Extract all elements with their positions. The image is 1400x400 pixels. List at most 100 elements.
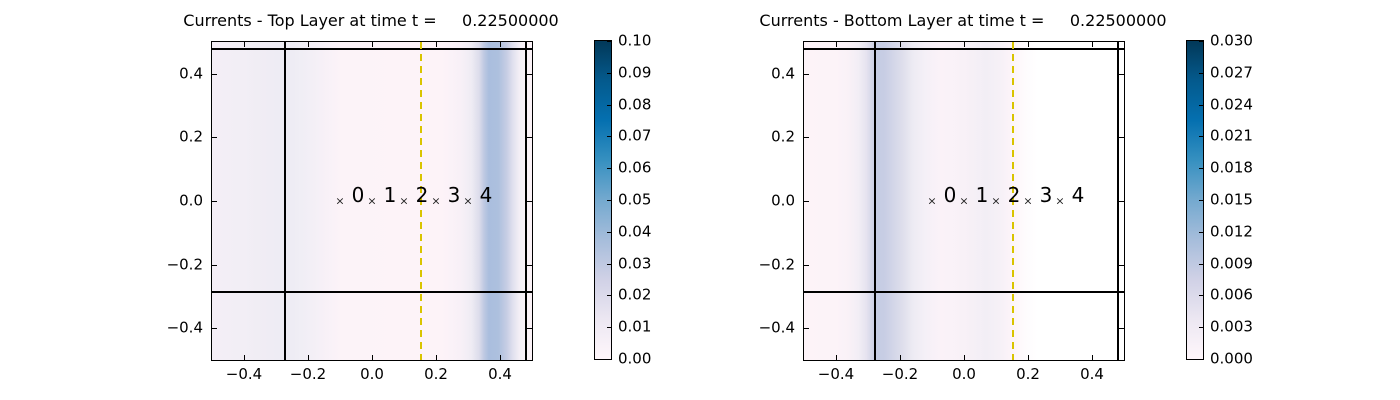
left-plot-title: Currents - Top Layer at time t = 0.22500…	[183, 11, 559, 30]
x-marker: ×	[1023, 194, 1033, 208]
marker-label: 2	[415, 183, 429, 207]
x-tick-top	[308, 42, 309, 47]
colorbar-tick	[1199, 200, 1203, 201]
colorbar-tick-label: 0.012	[1210, 222, 1253, 241]
y-tick-left	[212, 73, 217, 75]
boundary-vertical-line	[525, 42, 527, 360]
x-marker: ×	[335, 194, 345, 208]
x-tick-top	[900, 42, 901, 47]
y-tick-label: −0.2	[758, 255, 795, 274]
x-tick-bottom	[436, 355, 437, 360]
colorbar-tick-label: 0.03	[618, 254, 652, 273]
colorbar-tick-label: 0.04	[618, 222, 652, 241]
marker-label: 2	[1007, 183, 1021, 207]
colorbar-tick-label: 0.09	[618, 63, 652, 82]
x-tick-bottom	[244, 355, 245, 360]
colorbar-tick-label: 0.009	[1210, 254, 1253, 273]
y-tick-left	[804, 73, 809, 75]
colorbar-tick	[1199, 136, 1203, 138]
x-tick-top	[1092, 42, 1093, 47]
boundary-vertical-line	[874, 42, 876, 360]
colorbar-tick	[1199, 231, 1203, 233]
marker-label: 0	[351, 183, 365, 207]
y-tick-right	[527, 73, 532, 75]
y-tick-left	[212, 328, 217, 330]
colorbar-tick	[1199, 168, 1203, 170]
y-tick-left	[804, 137, 809, 139]
x-tick-top	[436, 42, 437, 47]
x-tick-bottom	[500, 355, 501, 360]
x-marker: ×	[991, 194, 1001, 208]
y-tick-label: 0.4	[179, 64, 203, 83]
colorbar-tick-label: 0.027	[1210, 63, 1253, 82]
dashed-vertical-line	[420, 42, 422, 360]
marker-label: 1	[383, 183, 397, 207]
colorbar-tick	[607, 359, 611, 360]
x-marker: ×	[431, 194, 441, 208]
colorbar-tick-label: 0.06	[618, 158, 652, 177]
colorbar-tick	[1199, 359, 1203, 360]
boundary-horizontal-line	[212, 291, 532, 293]
colorbar-tick-label: 0.021	[1210, 126, 1253, 145]
x-tick-top	[836, 42, 837, 47]
colorbar-tick-label: 0.006	[1210, 285, 1253, 304]
y-tick-label: 0.2	[179, 127, 203, 146]
x-marker: ×	[367, 194, 377, 208]
x-marker: ×	[463, 194, 473, 208]
boundary-horizontal-line	[804, 291, 1124, 293]
marker-label: 4	[1071, 183, 1085, 207]
x-tick-label: 0.4	[1080, 365, 1104, 383]
x-tick-bottom	[308, 355, 309, 360]
y-tick-label: 0.2	[771, 127, 795, 146]
x-tick-label: −0.4	[225, 365, 263, 383]
y-tick-right	[1119, 137, 1124, 139]
x-tick-label: 0.4	[488, 365, 512, 383]
y-tick-label: 0.0	[179, 191, 203, 210]
colorbar-tick	[607, 72, 611, 74]
colorbar-tick	[607, 168, 611, 170]
x-tick-label: −0.2	[881, 365, 919, 383]
x-tick-bottom	[1092, 355, 1093, 360]
y-tick-left	[804, 264, 809, 266]
y-tick-right	[527, 264, 532, 266]
dashed-vertical-line	[1012, 42, 1014, 360]
y-tick-label: −0.2	[166, 255, 203, 274]
x-tick-bottom	[900, 355, 901, 360]
colorbar-tick-label: 0.07	[618, 126, 652, 145]
colorbar-tick	[607, 327, 611, 329]
colorbar-tick-label: 0.02	[618, 285, 652, 304]
y-tick-right	[1119, 73, 1124, 75]
left-colorbar: 0.00 0.01 0.02 0.03 0.04 0.05 0.06 0.07 0.08 0.09…	[594, 33, 651, 366]
y-tick-label: −0.4	[758, 318, 795, 337]
colorbar-tick-label: 0.018	[1210, 158, 1253, 177]
colorbar-tick	[607, 41, 611, 42]
colorbar-tick-label: 0.003	[1210, 317, 1253, 336]
x-marker: ×	[1055, 194, 1065, 208]
x-tick-top	[244, 42, 245, 47]
colorbar-tick	[1199, 41, 1203, 42]
x-tick-label: −0.4	[817, 365, 855, 383]
y-tick-right	[1119, 264, 1124, 266]
colorbar-tick-label: 0.08	[618, 95, 652, 114]
marker-label: 0	[943, 183, 957, 207]
x-tick-bottom	[1028, 355, 1029, 360]
y-tick-label: −0.4	[166, 318, 203, 337]
x-tick-label: 0.2	[1016, 365, 1040, 383]
x-tick-label: −0.2	[289, 365, 327, 383]
colorbar-tick-label: 0.030	[1210, 31, 1253, 50]
colorbar-tick	[1199, 104, 1203, 106]
colorbar-tick	[1199, 295, 1203, 297]
colorbar-tick-label: 0.10	[618, 31, 652, 50]
x-tick-label: 0.0	[360, 365, 384, 383]
y-tick-left	[212, 264, 217, 266]
y-tick-left	[804, 201, 809, 202]
colorbar-tick-label: 0.05	[618, 190, 652, 209]
y-tick-left	[804, 328, 809, 330]
colorbar-tick	[607, 104, 611, 106]
colorbar-tick-label: 0.024	[1210, 95, 1253, 114]
right-plot-title: Currents - Bottom Layer at time t = 0.22…	[759, 11, 1167, 30]
x-tick-top	[1028, 42, 1029, 47]
x-tick-bottom	[372, 355, 373, 360]
x-marker: ×	[959, 194, 969, 208]
colorbar-tick	[1199, 72, 1203, 74]
